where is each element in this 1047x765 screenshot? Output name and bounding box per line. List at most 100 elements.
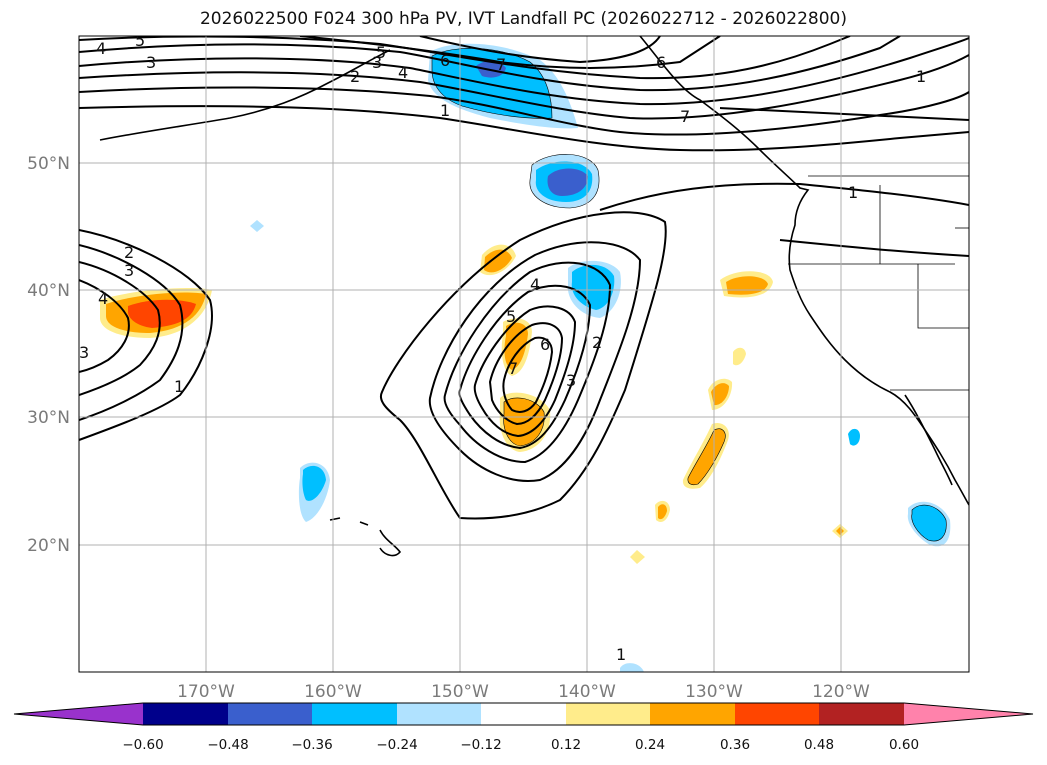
colorbar: −0.60 −0.48 −0.36 −0.24 −0.12 0.12 0.24 …	[13, 702, 1034, 753]
shade-pos-central-a-core	[484, 249, 512, 273]
pv-label: 6	[540, 335, 550, 354]
edge-gulf-alaska	[431, 48, 553, 119]
colorbar-ticks: −0.60 −0.48 −0.36 −0.24 −0.12 0.12 0.24 …	[122, 737, 919, 753]
shade-neg-south-b-core	[911, 505, 947, 542]
edge-east-d	[687, 428, 726, 486]
pv-label: 7	[680, 107, 690, 126]
pv-label: 3	[372, 53, 382, 72]
colorbar-segment	[735, 703, 819, 725]
colorbar-segment	[650, 703, 735, 725]
colorbar-segment	[566, 703, 650, 725]
shade-pos-east-b-core	[711, 383, 729, 406]
edge-north-pacific	[529, 154, 600, 209]
pv-label: 4	[530, 275, 540, 294]
shade-neg-north-pacific-max	[547, 168, 588, 196]
shade-pos-central-b-core	[504, 322, 528, 370]
pv-label: 5	[135, 31, 145, 50]
lon-label-140w: 140°W	[558, 682, 616, 702]
shade-pos-west-red	[128, 299, 196, 328]
pv-contour-dome-3	[443, 261, 612, 464]
colorbar-segment	[312, 703, 397, 725]
gridlines	[79, 36, 969, 672]
shade-pos-small-a	[630, 550, 645, 564]
pv-label: 7	[496, 55, 506, 74]
lat-label-50n: 50°N	[27, 154, 70, 174]
pv-contour-east-2	[779, 239, 969, 257]
lon-label-160w: 160°W	[304, 682, 362, 702]
colorbar-tick-label: −0.48	[207, 737, 248, 753]
pv-label: 3	[79, 343, 89, 362]
pv-contour-north-5	[79, 36, 851, 80]
colorbar-left-extend	[14, 703, 143, 725]
shade-neg-bottom	[620, 663, 644, 672]
pv-contour-north-8	[79, 105, 969, 152]
border-az	[917, 264, 969, 329]
pv-contours	[79, 36, 969, 520]
pv-label: 3	[146, 53, 156, 72]
shade-neg-small-a	[848, 428, 860, 446]
state-borders	[788, 175, 969, 391]
pv-contour-north-6	[299, 36, 721, 69]
pv-label: 7	[508, 359, 518, 378]
colorbar-tick-label: 0.12	[551, 737, 581, 753]
pv-label: 2	[124, 243, 134, 262]
longitude-labels: 170°W 160°W 150°W 140°W 130°W 120°W	[177, 682, 870, 702]
pv-label: 1	[616, 645, 626, 664]
colorbar-tick-label: −0.36	[291, 737, 332, 753]
colorbar-segment	[481, 703, 566, 725]
pv-label: 1	[848, 183, 858, 202]
colorbar-segment	[143, 703, 228, 725]
lat-label-30n: 30°N	[27, 408, 70, 428]
pv-label: 5	[506, 307, 516, 326]
shade-pos-small-b-core	[836, 527, 844, 535]
edge-south-b	[911, 504, 947, 542]
lon-label-130w: 130°W	[685, 682, 743, 702]
latitude-labels: 50°N 40°N 30°N 20°N	[27, 154, 70, 556]
colorbar-outline	[13, 702, 1034, 726]
colorbar-tick-label: 0.60	[889, 737, 919, 753]
map-title: 2026022500 F024 300 hPa PV, IVT Landfall…	[199, 9, 847, 29]
pv-label: 2	[350, 67, 360, 86]
pv-contour-west-1	[79, 229, 213, 441]
pv-label: 4	[398, 63, 408, 82]
shade-pos-east-c	[733, 347, 746, 366]
shade-neg-south-a-core	[302, 465, 326, 501]
colorbar-segment	[228, 703, 312, 725]
pv-contour-north-7	[419, 36, 661, 64]
pv-label: 3	[566, 371, 576, 390]
colorbar-tick-label: 0.36	[720, 737, 750, 753]
pv-label: 6	[440, 51, 450, 70]
pv-contour-north-4	[79, 36, 901, 92]
pv-label: 1	[174, 377, 184, 396]
pv-label: 3	[124, 261, 134, 280]
shade-edge-outlines	[431, 48, 947, 542]
colorbar-segment	[397, 703, 481, 725]
colorbar-tick-label: −0.60	[122, 737, 163, 753]
coast-hawaii	[329, 517, 402, 557]
pv-contour-dome-7	[502, 336, 554, 413]
plot-frame	[78, 35, 970, 673]
pv-contour-west-3	[79, 261, 161, 396]
lat-label-20n: 20°N	[27, 536, 70, 556]
lon-label-150w: 150°W	[431, 682, 489, 702]
pv-label: 4	[98, 289, 108, 308]
colorbar-tick-label: 0.48	[804, 737, 834, 753]
pv-contour-dome-2	[428, 241, 642, 482]
lon-label-170w: 170°W	[177, 682, 235, 702]
pv-contour-north-3	[79, 37, 969, 106]
lat-label-40n: 40°N	[27, 281, 70, 301]
colorbar-tick-label: 0.24	[635, 737, 665, 753]
pv-label: 1	[440, 101, 450, 120]
pv-contour-dome-6	[488, 322, 564, 426]
pv-contour-labels: 1 2 3 4 5 6 7 3 4 5 6 7 1 1 2 3 4 1 3 2 …	[79, 31, 926, 664]
pv-contour-west-4	[79, 279, 130, 373]
edge-central-c	[503, 397, 545, 447]
pv-label: 5	[376, 43, 386, 62]
shade-pos-east-d-core	[687, 428, 726, 485]
colorbar-segment	[819, 703, 904, 725]
lon-label-120w: 120°W	[812, 682, 870, 702]
coast-baja	[904, 394, 953, 486]
pv-contour-dome-5	[473, 305, 577, 438]
pv-label: 1	[916, 67, 926, 86]
